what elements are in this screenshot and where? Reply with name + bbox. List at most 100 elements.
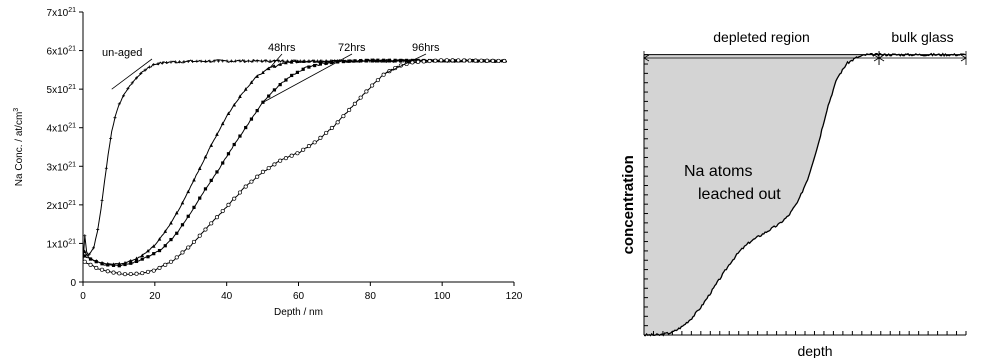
marker-72hrs	[129, 261, 133, 265]
marker-48hrs	[82, 249, 87, 254]
marker-un-aged	[117, 102, 121, 106]
left-axes	[79, 11, 515, 286]
fill-label-line-1: Na atoms	[684, 163, 752, 180]
marker-un-aged	[208, 59, 212, 63]
marker-72hrs	[169, 237, 173, 242]
marker-72hrs	[405, 58, 409, 63]
marker-72hrs	[353, 59, 357, 63]
left-x-tick-label: 20	[149, 291, 161, 302]
annotation-96hrs: 96hrs	[412, 42, 440, 54]
marker-72hrs	[111, 263, 116, 267]
concentration-curve	[643, 52, 965, 337]
marker-48hrs	[249, 80, 254, 84]
marker-72hrs	[175, 231, 179, 235]
left-x-axis-label: Depth / nm	[274, 307, 323, 318]
marker-72hrs	[221, 161, 225, 165]
marker-96hrs	[416, 59, 421, 64]
left-x-tick-label: 60	[293, 291, 305, 302]
right-x-axis-label: depth	[797, 343, 832, 358]
marker-96hrs	[151, 268, 156, 273]
marker-un-aged	[216, 59, 220, 63]
marker-96hrs	[421, 59, 426, 64]
marker-un-aged	[212, 59, 216, 63]
region-label: bulk glass	[891, 29, 953, 45]
marker-un-aged	[199, 59, 203, 63]
marker-96hrs	[197, 233, 202, 238]
marker-72hrs	[146, 255, 150, 259]
marker-96hrs	[278, 158, 283, 163]
marker-un-aged	[139, 71, 143, 75]
marker-72hrs	[232, 142, 236, 147]
marker-72hrs	[123, 262, 127, 267]
marker-un-aged	[156, 62, 160, 66]
marker-96hrs	[479, 58, 484, 63]
right-text-group: depleted region bulk glass Na atoms leached…	[620, 29, 954, 358]
marker-96hrs	[381, 72, 386, 77]
marker-96hrs	[502, 58, 507, 64]
marker-96hrs	[485, 58, 490, 63]
marker-72hrs	[382, 58, 386, 62]
marker-96hrs	[439, 58, 444, 63]
marker-48hrs	[157, 237, 162, 241]
marker-96hrs	[203, 227, 208, 232]
marker-un-aged	[281, 59, 285, 63]
marker-48hrs	[307, 59, 311, 63]
marker-96hrs	[260, 169, 265, 174]
annotation-leader-48hrs	[269, 53, 283, 69]
marker-96hrs	[283, 156, 288, 161]
marker-72hrs	[163, 244, 167, 248]
marker-72hrs	[226, 152, 231, 156]
marker-96hrs	[214, 215, 220, 220]
marker-96hrs	[433, 58, 438, 63]
marker-48hrs	[226, 111, 231, 115]
marker-48hrs	[272, 64, 277, 68]
marker-48hrs	[192, 178, 196, 182]
marker-48hrs	[266, 66, 271, 71]
marker-72hrs	[88, 257, 93, 261]
marker-un-aged	[225, 59, 229, 63]
marker-un-aged	[173, 60, 177, 64]
marker-un-aged	[234, 59, 238, 63]
annotation-48hrs: 48hrs	[268, 42, 296, 54]
marker-un-aged	[87, 252, 91, 256]
left-y-tick-label: 6x1021	[47, 46, 77, 58]
marker-96hrs	[352, 101, 357, 106]
marker-72hrs	[100, 262, 104, 266]
series-line-72hrs	[82, 58, 507, 267]
marker-72hrs	[318, 62, 323, 66]
marker-72hrs	[157, 248, 162, 253]
marker-72hrs	[290, 73, 294, 78]
marker-96hrs	[94, 265, 99, 270]
marker-un-aged	[143, 68, 147, 72]
right-fill-group	[643, 52, 966, 337]
marker-un-aged	[229, 59, 233, 63]
marker-un-aged	[203, 59, 207, 63]
marker-96hrs	[117, 271, 122, 276]
depleted-fill-area	[644, 54, 880, 336]
marker-96hrs	[490, 58, 495, 63]
marker-un-aged	[195, 59, 199, 63]
marker-72hrs	[341, 59, 345, 64]
marker-48hrs	[180, 200, 185, 205]
annotation-72hrs: 72hrs	[338, 42, 366, 54]
marker-96hrs	[220, 208, 225, 214]
marker-96hrs	[462, 58, 467, 63]
marker-96hrs	[157, 265, 162, 270]
marker-96hrs	[301, 147, 306, 152]
marker-72hrs	[94, 260, 98, 264]
marker-un-aged	[122, 94, 126, 98]
marker-72hrs	[359, 59, 363, 63]
marker-72hrs	[106, 263, 110, 267]
marker-48hrs	[284, 60, 288, 65]
marker-96hrs	[324, 130, 329, 135]
marker-96hrs	[456, 58, 461, 63]
region-label: depleted region	[713, 29, 810, 45]
marker-72hrs	[180, 223, 185, 227]
marker-96hrs	[249, 179, 254, 184]
marker-72hrs	[215, 170, 219, 174]
series-line-un-aged	[82, 58, 508, 263]
marker-72hrs	[284, 78, 288, 82]
annotation-leader-un-aged	[111, 58, 153, 90]
series-48hrs	[82, 58, 507, 266]
marker-un-aged	[135, 76, 139, 80]
